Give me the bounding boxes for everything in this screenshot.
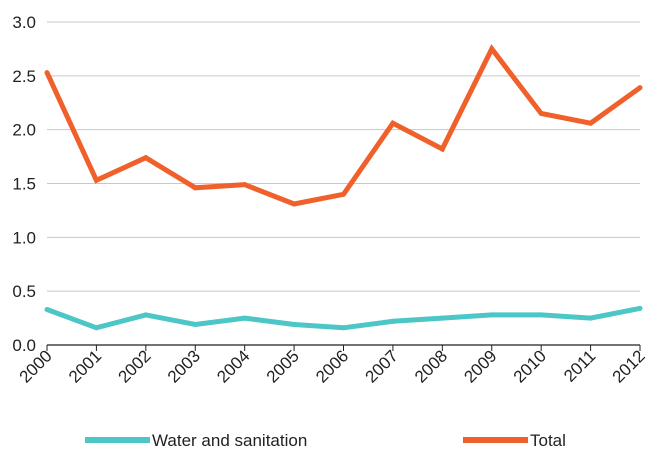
y-tick-label: 2.5 (12, 67, 36, 86)
y-tick-label: 0.0 (12, 336, 36, 355)
series-line-water-and-sanitation (46, 305, 641, 331)
data-point (93, 177, 99, 183)
data-point (242, 315, 248, 321)
data-point (93, 325, 99, 331)
data-point (44, 70, 50, 76)
data-point (439, 315, 445, 321)
data-point (588, 120, 594, 126)
x-tick-label: 2004 (213, 346, 253, 386)
data-point (390, 120, 396, 126)
x-tick-label: 2009 (460, 346, 500, 386)
x-axis: 2000 2001 2002 2003 2004 2005 2006 2007 2008 2009… (16, 344, 649, 387)
y-tick-label: 2.0 (12, 121, 36, 140)
y-axis: 0.0 0.5 1.0 1.5 2.0 2.5 3.0 (12, 13, 36, 355)
data-point (143, 155, 149, 161)
x-tick-label: 2002 (114, 346, 154, 386)
data-point (341, 325, 346, 331)
x-tick-label: 2012 (609, 346, 649, 386)
x-tick-label: 2011 (560, 346, 599, 385)
data-point (538, 111, 544, 117)
x-tick-label: 2008 (411, 346, 451, 386)
x-tick-label: 2003 (164, 346, 204, 386)
data-point (341, 191, 346, 197)
series-group (44, 44, 643, 331)
x-tick-label: 2010 (510, 346, 550, 386)
legend: Water and sanitation Total (85, 431, 566, 450)
x-tick-label: 2006 (312, 346, 352, 386)
data-point (489, 46, 495, 52)
y-tick-label: 0.5 (12, 282, 36, 301)
legend-label: Water and sanitation (152, 431, 307, 450)
y-tick-label: 1.0 (12, 228, 36, 247)
data-point (192, 185, 198, 191)
data-point (489, 312, 495, 318)
x-tick-label: 2001 (65, 346, 105, 386)
data-point (588, 315, 594, 321)
x-tick-label: 2005 (263, 346, 303, 386)
legend-label: Total (530, 431, 566, 450)
x-tick-label: 2007 (362, 346, 402, 386)
data-point (439, 146, 445, 152)
data-point (242, 182, 248, 188)
y-tick-label: 1.5 (12, 175, 36, 194)
data-point (44, 306, 50, 312)
data-point (291, 201, 297, 207)
y-tick-label: 3.0 (12, 13, 36, 32)
data-point (637, 305, 643, 311)
series-line-total (44, 44, 642, 207)
data-point (637, 85, 643, 91)
data-point (291, 322, 297, 328)
data-point (538, 312, 544, 318)
gridlines (47, 21, 640, 292)
data-point (143, 312, 149, 318)
data-point (390, 318, 396, 324)
data-point (192, 322, 198, 328)
